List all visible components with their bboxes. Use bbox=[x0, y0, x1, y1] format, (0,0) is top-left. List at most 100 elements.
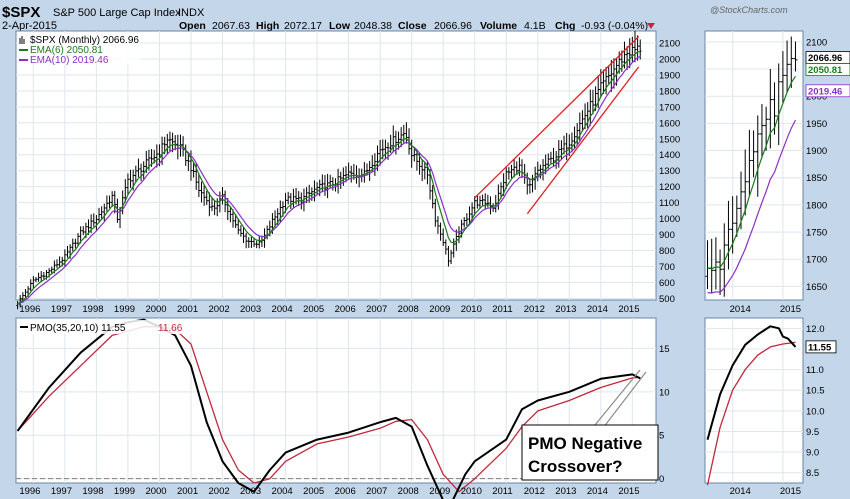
price-main-ytick-label: 2100 bbox=[659, 38, 680, 49]
price-main-xtick-label: 2009 bbox=[429, 304, 450, 315]
price-main-xtick-label: 2005 bbox=[303, 304, 324, 315]
grid-layer bbox=[16, 31, 803, 483]
price-zoom-xtick-label: 2014 bbox=[730, 304, 751, 315]
pmo-zoom-ytick-label: 8.5 bbox=[806, 468, 819, 479]
pmo-main-xtick-label: 1996 bbox=[19, 486, 40, 497]
pmo-main-xtick-label: 2012 bbox=[524, 486, 545, 497]
zoom-signal-line bbox=[706, 341, 796, 486]
open-value: 2067.63 bbox=[212, 20, 250, 32]
pmo-main-ytick-label: 15 bbox=[659, 344, 670, 355]
index-name: S&P 500 Large Cap Index bbox=[53, 7, 181, 19]
price-main-xtick-label: 2003 bbox=[240, 304, 261, 315]
price-main-ytick-label: 2000 bbox=[659, 54, 680, 65]
high-label: High bbox=[256, 20, 279, 32]
price-main-xtick-label: 2006 bbox=[335, 304, 356, 315]
crossover-annotation: PMO Negative Crossover? bbox=[521, 369, 659, 481]
open-label: Open bbox=[179, 20, 206, 32]
price-main-ytick-label: 500 bbox=[659, 294, 675, 305]
channel-lower-line bbox=[526, 66, 640, 215]
pmo-main-xtick-label: 2004 bbox=[272, 486, 293, 497]
pmo-main-xtick-label: 2011 bbox=[492, 486, 512, 497]
price-main-ytick-label: 600 bbox=[659, 278, 675, 289]
pmo-main-xtick-label: 2005 bbox=[303, 486, 324, 497]
price-main-ytick-label: 1700 bbox=[659, 102, 680, 113]
pmo-main-xtick-label: 2015 bbox=[618, 486, 639, 497]
pmo-main-ytick-label: 0 bbox=[659, 474, 664, 485]
price-main-xtick-label: 1999 bbox=[114, 304, 135, 315]
pmo-main-ytick-label: 5 bbox=[659, 431, 664, 442]
volume-value: 4.1B bbox=[524, 20, 546, 32]
pmo-main-xtick-label: 1999 bbox=[114, 486, 135, 497]
price-zoom-ytick-label: 1650 bbox=[806, 282, 827, 293]
pmo-legend: PMO(35,20,10) 11.55 11.66 bbox=[18, 320, 196, 334]
price-zoom-xtick-label: 2015 bbox=[780, 304, 801, 315]
low-label: Low bbox=[329, 20, 351, 32]
price-main-xtick-label: 2014 bbox=[587, 304, 608, 315]
price-main-xtick-label: 2000 bbox=[145, 304, 166, 315]
price-main-ytick-label: 1400 bbox=[659, 150, 680, 161]
pmo-main-xtick-label: 2013 bbox=[555, 486, 576, 497]
exchange-label: INDX bbox=[178, 7, 205, 19]
volume-label: Volume bbox=[480, 20, 517, 32]
annotation-line1: PMO Negative bbox=[528, 434, 642, 453]
watermark: @StockCharts.com bbox=[710, 5, 788, 15]
pmo-zoom-value-tag bbox=[805, 340, 837, 354]
price-zoom-ytick-label: 1950 bbox=[806, 119, 827, 130]
chg-value: -0.93 (-0.04%) bbox=[581, 20, 648, 32]
chg-label: Chg bbox=[555, 20, 575, 32]
price-main-xtick-label: 2013 bbox=[555, 304, 576, 315]
low-value: 2048.38 bbox=[354, 20, 392, 32]
down-arrow-icon bbox=[647, 23, 655, 29]
zoom-pmo-line bbox=[706, 325, 797, 440]
zoom-value-label: 2050.81 bbox=[808, 65, 843, 76]
pmo-main-xtick-label: 2003 bbox=[240, 486, 261, 497]
pmo-main-xtick-label: 2007 bbox=[366, 486, 387, 497]
price-zoom-ytick-label: 1700 bbox=[806, 255, 827, 266]
ema10-line bbox=[17, 55, 641, 305]
legend-signal: 11.66 bbox=[158, 323, 183, 334]
annotation-line2: Crossover? bbox=[528, 457, 622, 476]
symbol-title: $SPX bbox=[2, 4, 40, 21]
annotation-pointer bbox=[594, 369, 647, 429]
pmo-main-ytick-label: 10 bbox=[659, 387, 670, 398]
ohlc-legend-icon bbox=[19, 36, 25, 44]
price-main-ytick-label: 1200 bbox=[659, 182, 680, 193]
price-main-xtick-label: 2001 bbox=[177, 304, 198, 315]
price-main-xtick-label: 2008 bbox=[398, 304, 419, 315]
pmo-main-xtick-label: 2014 bbox=[587, 486, 608, 497]
pmo-zoom-ytick-label: 9.5 bbox=[806, 427, 819, 438]
pmo-zoom-value-label: 11.55 bbox=[808, 342, 832, 353]
legend-pmo: PMO(35,20,10) 11.55 bbox=[30, 323, 126, 334]
pmo-zoom-panel bbox=[704, 317, 804, 484]
zoom-value-tag bbox=[805, 63, 850, 76]
pmo-zoom-xtick-label: 2014 bbox=[730, 486, 751, 497]
price-main-ytick-label: 1500 bbox=[659, 134, 680, 145]
pmo-main-xtick-label: 1998 bbox=[82, 486, 103, 497]
pmo-main-xtick-label: 2009 bbox=[429, 486, 450, 497]
zoom-value-label: 2019.46 bbox=[808, 86, 842, 97]
marks-layer bbox=[16, 30, 798, 499]
price-main-xtick-label: 2004 bbox=[272, 304, 293, 315]
axis-labels-layer: 500 600 700 800 900 1000 1100 1200 1300 1400 1500 1… bbox=[19, 37, 850, 497]
channel-upper-line bbox=[474, 36, 640, 199]
quote-date: 2-Apr-2015 bbox=[2, 20, 57, 32]
price-main-ytick-label: 1900 bbox=[659, 70, 680, 81]
pmo-main-xtick-label: 2010 bbox=[461, 486, 482, 497]
pmo-main-xtick-label: 1997 bbox=[51, 486, 72, 497]
price-main-xtick-label: 2011 bbox=[492, 304, 512, 315]
quote-bar: Open 2067.63 High 2072.17 Low 2048.38 Cl… bbox=[179, 20, 648, 32]
pmo-zoom-ytick-label: 10.5 bbox=[806, 386, 825, 397]
price-legend: $SPX (Monthly) 2066.96 EMA(6) 2050.81 EM… bbox=[18, 33, 140, 66]
close-value: 2066.96 bbox=[434, 20, 472, 32]
pmo-main-xtick-label: 2006 bbox=[335, 486, 356, 497]
price-panel bbox=[15, 30, 657, 301]
ema6-line bbox=[17, 51, 641, 305]
pmo-zoom-ytick-label: 11.0 bbox=[806, 365, 824, 376]
close-label: Close bbox=[398, 20, 427, 32]
price-main-ytick-label: 1800 bbox=[659, 86, 680, 97]
legend-ema6: EMA(6) 2050.81 bbox=[30, 45, 103, 56]
high-value: 2072.17 bbox=[284, 20, 322, 32]
price-zoom-ytick-label: 1900 bbox=[806, 146, 827, 157]
pmo-main-xtick-label: 2001 bbox=[177, 486, 198, 497]
